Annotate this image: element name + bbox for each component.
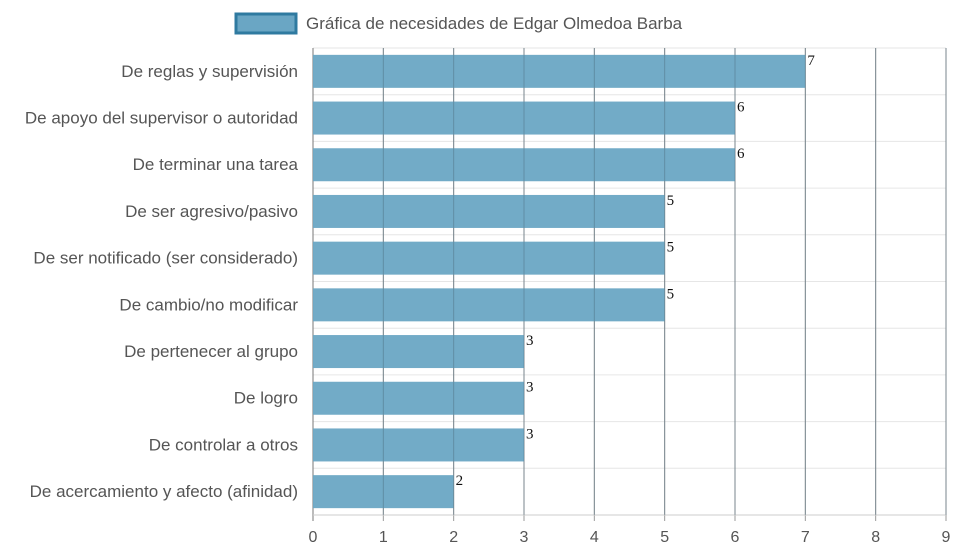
- x-tick-label: 6: [731, 529, 740, 546]
- x-tick-label: 8: [871, 529, 880, 546]
- x-tick-label: 7: [801, 529, 810, 546]
- legend-swatch[interactable]: [234, 12, 298, 35]
- bars-group: [313, 54, 806, 509]
- data-labels-group: 7 6 6 5 5 5 3 3 3 2: [456, 53, 816, 489]
- category-label: De ser notificado (ser considerado): [33, 249, 298, 268]
- data-label: 3: [526, 380, 534, 396]
- bar[interactable]: [313, 148, 735, 182]
- data-label: 6: [737, 146, 745, 162]
- x-tick-label: 0: [309, 529, 318, 546]
- bar[interactable]: [313, 335, 524, 369]
- bar[interactable]: [313, 241, 665, 275]
- data-label: 2: [456, 473, 464, 489]
- category-label: De logro: [234, 389, 298, 408]
- x-tick-label: 3: [520, 529, 529, 546]
- legend[interactable]: Gráfica de necesidades de Edgar Olmedoa …: [234, 12, 683, 35]
- bar[interactable]: [313, 194, 665, 228]
- x-tick-label: 9: [942, 529, 951, 546]
- category-label: De reglas y supervisión: [121, 62, 298, 81]
- bar[interactable]: [313, 428, 524, 462]
- bar[interactable]: [313, 475, 454, 509]
- data-label: 5: [667, 240, 675, 256]
- data-label: 5: [667, 286, 675, 302]
- x-axis-tick-labels: 0 1 2 3 4 5 6 7 8 9: [309, 529, 951, 546]
- vertical-gridlines-overlay: [382, 48, 947, 515]
- x-tick-label: 4: [590, 529, 599, 546]
- category-label: De ser agresivo/pasivo: [125, 202, 298, 221]
- category-label: De controlar a otros: [149, 435, 298, 454]
- data-label: 6: [737, 99, 745, 115]
- bar[interactable]: [313, 54, 806, 88]
- data-label: 3: [526, 333, 534, 349]
- bar[interactable]: [313, 288, 665, 322]
- bar[interactable]: [313, 381, 524, 415]
- category-label: De acercamiento y afecto (afinidad): [30, 482, 298, 501]
- category-label: De pertenecer al grupo: [124, 342, 298, 361]
- category-labels: De reglas y supervisión De apoyo del supe…: [25, 62, 299, 501]
- x-tick-label: 5: [660, 529, 669, 546]
- category-label: De apoyo del supervisor o autoridad: [25, 109, 298, 128]
- category-label: De terminar una tarea: [133, 155, 299, 174]
- data-label: 3: [526, 426, 534, 442]
- legend-label[interactable]: Gráfica de necesidades de Edgar Olmedoa …: [306, 14, 683, 33]
- x-tick-label: 2: [449, 529, 458, 546]
- data-label: 5: [667, 193, 675, 209]
- bar[interactable]: [313, 101, 735, 135]
- data-label: 7: [807, 53, 815, 69]
- category-label: De cambio/no modificar: [119, 295, 298, 314]
- x-tick-label: 1: [379, 529, 388, 546]
